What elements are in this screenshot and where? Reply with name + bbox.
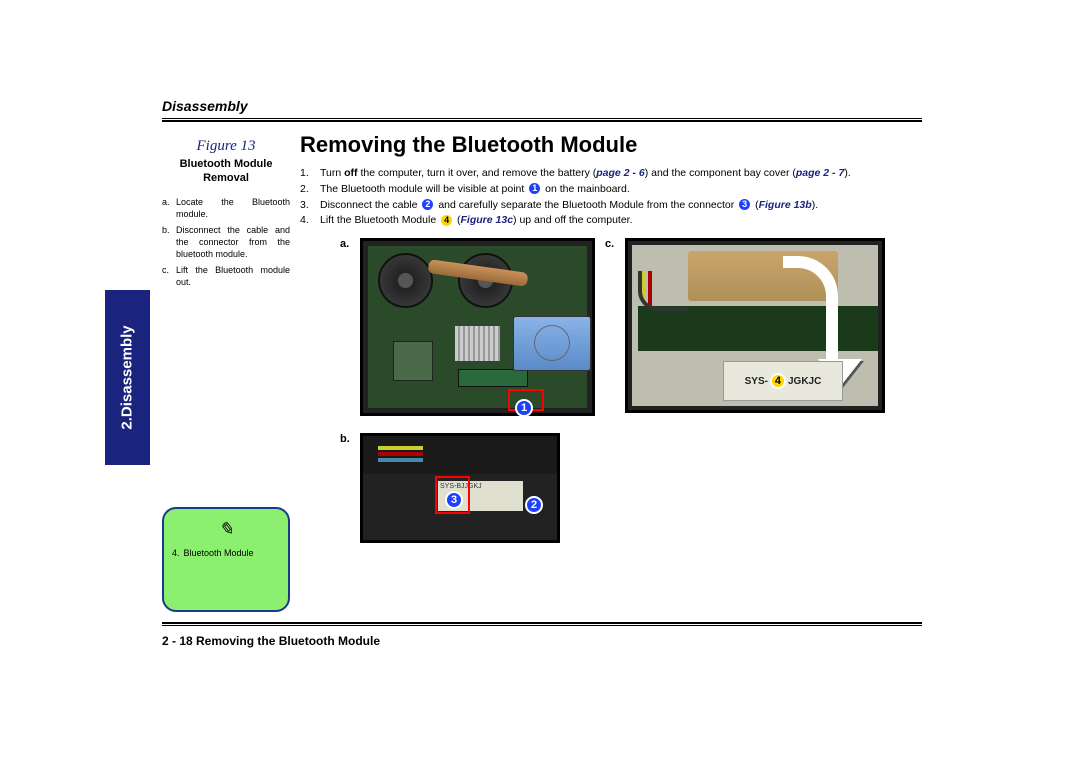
marker-3-overlay: 3 <box>445 491 463 509</box>
instr-num: 2. <box>300 182 320 198</box>
header-rule <box>162 118 922 122</box>
txt: on the mainboard. <box>542 183 630 195</box>
note-box: ✎ 4. Bluetooth Module <box>162 507 290 612</box>
instr-num: 1. <box>300 166 320 182</box>
image-b: SYS-BJJGKJ 3 2 <box>360 433 560 543</box>
figure-title-line2: Removal <box>203 172 249 184</box>
marker-2-overlay: 2 <box>525 496 543 514</box>
txt: ) and the component bay cover ( <box>645 167 796 179</box>
figure-sidebar: Figure 13 Bluetooth Module Removal a. Lo… <box>162 138 290 293</box>
instr-num: 3. <box>300 198 320 214</box>
marker-4-icon: 4 <box>440 214 453 227</box>
note-line: 4. Bluetooth Module <box>172 548 280 558</box>
step-label: a. <box>162 196 176 220</box>
marker-2-icon: 2 <box>421 198 434 211</box>
lift-arrow-body <box>783 256 838 366</box>
figure-ref[interactable]: Figure 13b <box>759 199 812 211</box>
step-text: Locate the Bluetooth module. <box>176 196 290 220</box>
fan-left <box>378 253 433 308</box>
page-footer: 2 - 18 Removing the Bluetooth Module <box>162 634 380 648</box>
instr-text: Disconnect the cable 2 and carefully sep… <box>320 198 925 214</box>
txt: Disconnect the cable <box>320 199 420 211</box>
sidebar-step-c: c. Lift the Bluetooth module out. <box>162 264 290 288</box>
step-text: Lift the Bluetooth module out. <box>176 264 290 288</box>
image-a: 1 <box>360 238 595 416</box>
instruction-3: 3. Disconnect the cable 2 and carefully … <box>300 198 925 214</box>
txt: Turn <box>320 167 344 179</box>
instr-text: Lift the Bluetooth Module 4 (Figure 13c)… <box>320 213 925 229</box>
ram-slot <box>458 369 528 387</box>
page-title: Removing the Bluetooth Module <box>300 132 925 158</box>
instruction-1: 1. Turn off the computer, turn it over, … <box>300 166 925 182</box>
figure-label: Figure 13 <box>162 138 290 155</box>
section-header: Disassembly <box>162 98 922 114</box>
marker-4-overlay: 4 <box>770 373 786 389</box>
marker-1-icon: 1 <box>528 182 541 195</box>
cable <box>638 271 688 311</box>
figure-title-line1: Bluetooth Module <box>180 158 273 170</box>
sidebar-step-a: a. Locate the Bluetooth module. <box>162 196 290 220</box>
chapter-tab-label: 2.Disassembly <box>119 325 136 429</box>
page-ref[interactable]: page 2 - 6 <box>596 167 644 179</box>
step-text: Disconnect the cable and the connector f… <box>176 224 290 260</box>
pencil-icon: ✎ <box>172 519 280 540</box>
cable <box>378 446 423 471</box>
instr-text: Turn off the computer, turn it over, and… <box>320 166 925 182</box>
footer-rule <box>162 622 922 626</box>
txt: ). <box>844 167 850 179</box>
heatsink <box>455 326 500 361</box>
note-num: 4. <box>172 548 180 558</box>
marker-1-overlay: 1 <box>515 399 533 417</box>
txt: Lift the Bluetooth Module <box>320 214 439 226</box>
page-ref[interactable]: page 2 - 7 <box>796 167 844 179</box>
instr-text: The Bluetooth module will be visible at … <box>320 182 925 198</box>
pcb-strip <box>638 306 878 351</box>
txt: The Bluetooth module will be visible at … <box>320 183 527 195</box>
instruction-2: 2. The Bluetooth module will be visible … <box>300 182 925 198</box>
cpu-socket <box>393 341 433 381</box>
main-content: Removing the Bluetooth Module 1. Turn of… <box>300 132 925 229</box>
image-c: SYS- 4 JGKJC <box>625 238 885 413</box>
note-text: Bluetooth Module <box>184 548 254 558</box>
module-label-post: JGKJC <box>788 376 821 387</box>
figure-ref[interactable]: Figure 13c <box>461 214 514 226</box>
instruction-4: 4. Lift the Bluetooth Module 4 (Figure 1… <box>300 213 925 229</box>
module-label-pre: SYS- <box>745 376 768 387</box>
step-label: b. <box>162 224 176 260</box>
txt: ). <box>812 199 818 211</box>
marker-3-icon: 3 <box>738 198 751 211</box>
step-label: c. <box>162 264 176 288</box>
txt: and carefully separate the Bluetooth Mod… <box>435 199 737 211</box>
chapter-tab: 2.Disassembly <box>105 290 150 465</box>
sidebar-steps: a. Locate the Bluetooth module. b. Disco… <box>162 196 290 289</box>
txt: the computer, turn it over, and remove t… <box>358 167 597 179</box>
image-label-b: b. <box>340 433 350 445</box>
instruction-list: 1. Turn off the computer, turn it over, … <box>300 166 925 229</box>
image-label-a: a. <box>340 238 349 250</box>
sidebar-step-b: b. Disconnect the cable and the connecto… <box>162 224 290 260</box>
image-label-c: c. <box>605 238 614 250</box>
bluetooth-module-lifted: SYS- 4 JGKJC <box>723 361 843 401</box>
bold-off: off <box>344 167 357 179</box>
hard-drive <box>513 316 591 371</box>
txt: ) up and off the computer. <box>513 214 632 226</box>
figure-title: Bluetooth Module Removal <box>162 157 290 186</box>
instr-num: 4. <box>300 213 320 229</box>
